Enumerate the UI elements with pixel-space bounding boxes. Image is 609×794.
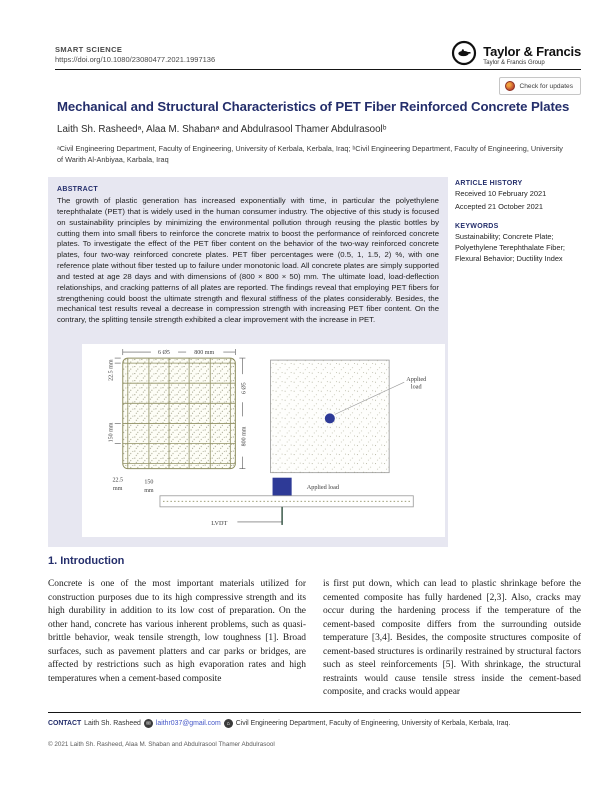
contact-line: CONTACT Laith Sh. Rasheed ✉ laithr037@gm… [48, 719, 589, 728]
applied-load-label-line2: load [411, 384, 423, 391]
dim-bottom-spacing-unit: mm [144, 488, 154, 494]
figure-svg: 6 Ø5 800 mm 6 Ø5 800 mm 22.5 mm 150 mm 2… [109, 349, 427, 527]
taylor-francis-globe-icon [451, 40, 477, 71]
dim-top-bar-spec: 6 Ø5 [158, 350, 170, 356]
copyright-line: © 2021 Laith Sh. Rasheed, Alaa M. Shaban… [48, 741, 275, 748]
intro-column-left: Concrete is one of the most important ma… [48, 579, 306, 684]
figure-plan-view: 6 Ø5 800 mm 6 Ø5 800 mm 22.5 mm 150 mm 2… [109, 349, 247, 494]
footer-rule [48, 712, 581, 713]
affiliations: ᵃCivil Engineering Department, Faculty o… [57, 144, 563, 164]
contact-address: Civil Engineering Department, Faculty of… [235, 720, 511, 727]
header-rule [55, 69, 581, 70]
authors-line: Laith Sh. Rasheedᵃ, Alaa M. Shabanᵃ and … [57, 124, 387, 135]
introduction-body: Concrete is one of the most important ma… [48, 578, 581, 700]
applied-load-label-line1: Applied [406, 376, 427, 383]
publisher-logo: Taylor & Francis Taylor & Francis Group [451, 40, 581, 71]
abstract-heading: ABSTRACT [57, 186, 98, 193]
applied-load-point [324, 413, 335, 424]
journal-name: SMART SCIENCE [55, 45, 123, 54]
dim-bottom-cover-value: 22.5 [112, 478, 123, 484]
publisher-group: Taylor & Francis Group [483, 60, 545, 66]
section-heading-introduction: 1. Introduction [48, 555, 125, 567]
abstract-panel: ABSTRACT The growth of plastic generatio… [48, 177, 448, 547]
article-history-heading: ARTICLE HISTORY [455, 180, 523, 187]
crossmark-icon [505, 81, 516, 91]
figure-top-view: Applied load [270, 359, 427, 474]
lvdt-label: LVDT [211, 520, 227, 527]
accepted-date: Accepted 21 October 2021 [455, 201, 543, 211]
doi-link[interactable]: https://doi.org/10.1080/23080477.2021.19… [55, 55, 216, 64]
dim-left-edge-cover: 22.5 mm [109, 359, 115, 381]
dim-left-bar-spacing: 150 mm [109, 422, 115, 442]
article-history-block: ARTICLE HISTORY Received 10 February 202… [455, 180, 588, 212]
contact-email-link[interactable]: laithr037@gmail.com [155, 720, 221, 727]
dim-top-width: 800 mm [194, 350, 214, 356]
publisher-name: Taylor & Francis [483, 44, 581, 59]
load-block [272, 477, 292, 496]
contact-label: CONTACT [48, 720, 82, 727]
page-title: Mechanical and Structural Characteristic… [57, 99, 570, 114]
check-for-updates-button[interactable]: Check for updates [499, 77, 581, 95]
article-info-column: ARTICLE HISTORY Received 10 February 202… [455, 180, 588, 265]
contact-name: Laith Sh. Rasheed [84, 720, 141, 727]
keywords-block: KEYWORDS Sustainability; Concrete Plate;… [455, 223, 588, 264]
figure-test-setup: 6 Ø5 800 mm 6 Ø5 800 mm 22.5 mm 150 mm 2… [82, 344, 445, 537]
keywords-heading: KEYWORDS [455, 223, 499, 231]
dim-bottom-cover-unit: mm [113, 486, 123, 492]
intro-column-right: is first put down, which can lead to pla… [323, 579, 581, 698]
dim-right-bar-spec: 6 Ø5 [241, 382, 247, 394]
dim-bottom-spacing-value: 150 [144, 480, 153, 486]
received-date: Received 10 February 2021 [455, 189, 547, 198]
check-for-updates-label: Check for updates [519, 82, 573, 90]
dim-right-width: 800 mm [241, 426, 247, 446]
abstract-text: The growth of plastic generation has inc… [57, 196, 439, 325]
applied-load-section-label: Applied load [307, 484, 340, 491]
email-icon: ✉ [143, 719, 153, 728]
institution-icon: ⌂ [223, 719, 233, 728]
keywords-list: Sustainability; Concrete Plate; Polyethy… [455, 232, 565, 263]
figure-section-view: Applied load LVDT [159, 477, 414, 527]
